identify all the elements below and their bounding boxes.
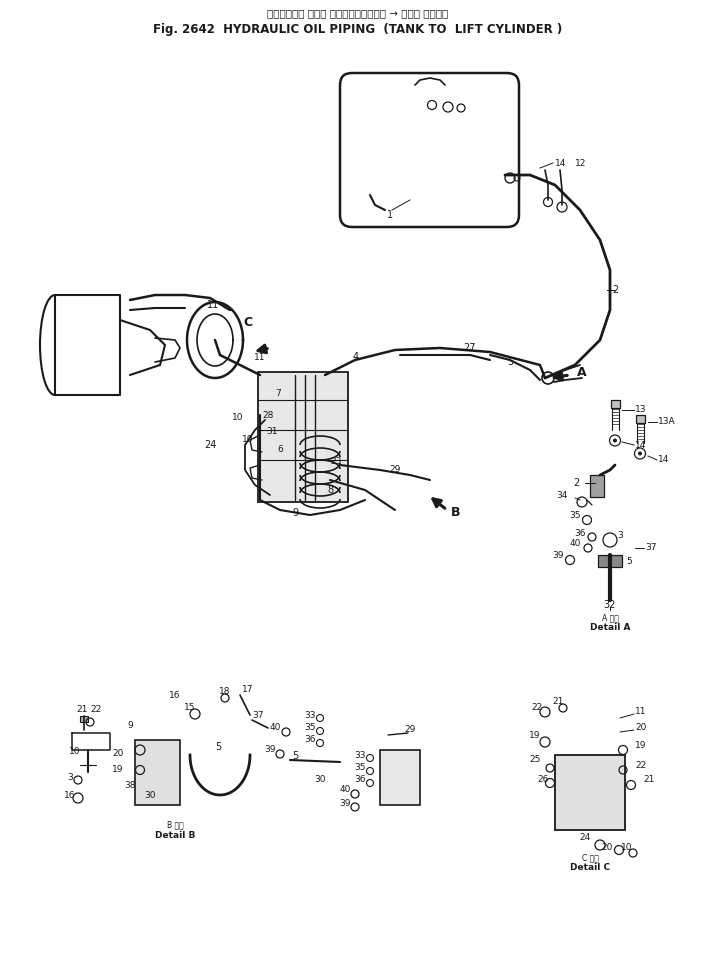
Text: 29: 29 (405, 725, 416, 735)
Text: B 詳細: B 詳細 (167, 820, 183, 830)
Circle shape (613, 438, 617, 442)
Text: 20: 20 (635, 723, 647, 732)
Text: 35: 35 (354, 764, 366, 772)
Text: A 詳細: A 詳細 (601, 613, 619, 622)
Text: 11: 11 (635, 707, 647, 717)
Text: 3: 3 (617, 530, 623, 540)
Text: 7: 7 (275, 389, 281, 397)
Text: 19: 19 (635, 741, 647, 749)
Text: 2: 2 (612, 285, 618, 295)
Text: 28: 28 (262, 412, 274, 420)
Text: 15: 15 (184, 703, 195, 713)
Text: 39: 39 (552, 550, 563, 560)
Text: 33: 33 (304, 710, 316, 720)
Text: A: A (577, 367, 587, 380)
Text: 5: 5 (215, 742, 221, 752)
Text: B: B (451, 505, 461, 519)
Bar (380, 750, 420, 805)
Text: 19: 19 (529, 730, 541, 740)
Text: 4: 4 (353, 352, 359, 362)
Text: 13: 13 (635, 406, 647, 414)
Text: 29: 29 (390, 465, 401, 475)
Text: 6: 6 (277, 446, 283, 455)
Text: 24: 24 (579, 834, 591, 842)
Text: 2: 2 (574, 478, 580, 488)
Text: 39: 39 (264, 746, 276, 754)
Text: 8: 8 (327, 485, 333, 495)
Text: 25: 25 (529, 755, 541, 765)
Text: 26: 26 (537, 775, 548, 785)
Text: 5: 5 (626, 558, 632, 567)
Text: 9: 9 (127, 722, 133, 730)
Text: 20: 20 (112, 748, 124, 758)
Text: Detail C: Detail C (570, 863, 610, 873)
Text: 20: 20 (601, 843, 613, 853)
Text: 35: 35 (304, 723, 316, 732)
Text: 40: 40 (269, 723, 281, 732)
Text: 23: 23 (330, 457, 342, 466)
Text: 10: 10 (621, 843, 633, 853)
Text: Fig. 2642  HYDRAULIC OIL PIPING  (TANK TO  LIFT CYLINDER ): Fig. 2642 HYDRAULIC OIL PIPING (TANK TO … (153, 24, 563, 36)
Text: 21: 21 (77, 705, 87, 715)
Text: C: C (243, 316, 253, 328)
Bar (611, 400, 619, 408)
Text: 14: 14 (635, 440, 647, 450)
Text: 24: 24 (204, 440, 216, 450)
Text: 11: 11 (254, 353, 266, 363)
Text: C 詳細: C 詳細 (581, 854, 599, 862)
Text: 16: 16 (64, 790, 76, 799)
Text: 5: 5 (292, 751, 298, 761)
Text: 22: 22 (90, 705, 102, 715)
Text: 10: 10 (242, 435, 253, 444)
Bar (598, 555, 622, 567)
Text: 19: 19 (112, 766, 124, 774)
Text: 3: 3 (67, 772, 73, 782)
Text: 33: 33 (354, 750, 366, 760)
Text: 36: 36 (574, 528, 586, 538)
Text: 1: 1 (387, 210, 393, 220)
Text: 18: 18 (219, 687, 231, 697)
Text: 10: 10 (69, 747, 81, 756)
Bar (636, 415, 644, 423)
Text: 35: 35 (569, 510, 581, 520)
Text: 9: 9 (292, 508, 298, 518)
Text: 36: 36 (304, 736, 316, 745)
Circle shape (638, 452, 642, 456)
Text: 21: 21 (643, 775, 654, 785)
Bar (590, 475, 604, 497)
Text: 14: 14 (658, 456, 669, 464)
Text: 14: 14 (555, 159, 566, 167)
Text: 37: 37 (252, 710, 263, 720)
Text: 30: 30 (314, 775, 326, 785)
Text: 16: 16 (169, 691, 180, 700)
Text: 34: 34 (556, 491, 568, 500)
Text: 22: 22 (635, 761, 647, 769)
Text: 36: 36 (354, 775, 366, 785)
Text: 17: 17 (242, 685, 253, 695)
Bar (135, 740, 180, 805)
Text: 12: 12 (575, 159, 586, 167)
Text: 32: 32 (604, 600, 616, 610)
Text: 22: 22 (531, 703, 543, 713)
Text: 13A: 13A (658, 417, 676, 427)
Text: 40: 40 (569, 539, 581, 547)
Text: 5: 5 (507, 357, 513, 367)
Text: 31: 31 (266, 428, 278, 436)
Text: 27: 27 (464, 343, 476, 353)
Text: 38: 38 (125, 781, 136, 790)
Bar (555, 755, 625, 830)
Text: 10: 10 (232, 413, 243, 422)
Text: ハイドロック オイル パイピング　タンク → リフト シリンダ: ハイドロック オイル パイピング タンク → リフト シリンダ (267, 8, 449, 18)
Text: Detail A: Detail A (590, 624, 630, 633)
Text: Detail B: Detail B (155, 831, 195, 839)
Text: 21: 21 (552, 698, 563, 706)
Bar (258, 372, 348, 502)
Text: 40: 40 (339, 786, 351, 794)
Text: 11: 11 (207, 300, 219, 310)
Bar (80, 716, 88, 722)
Text: 30: 30 (144, 790, 156, 799)
Text: 37: 37 (645, 544, 657, 552)
Text: 39: 39 (339, 798, 351, 808)
